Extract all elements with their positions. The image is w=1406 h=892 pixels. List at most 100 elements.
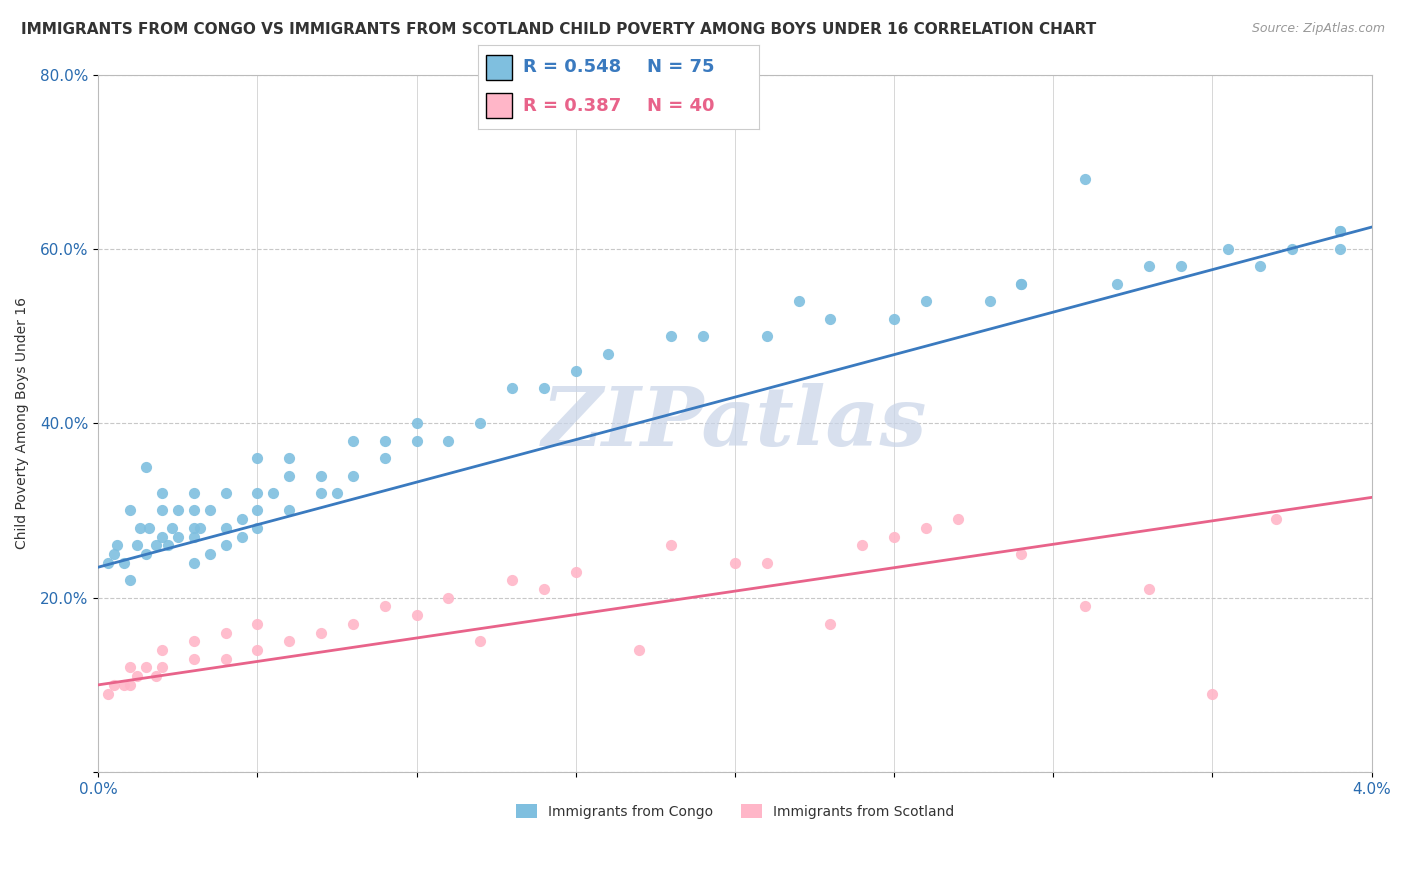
- Point: [1329, 242, 1351, 256]
- Point: [1011, 277, 1033, 291]
- Point: [405, 434, 427, 448]
- Point: [103, 547, 125, 561]
- Point: [246, 503, 269, 517]
- Point: [1137, 260, 1160, 274]
- Point: [150, 660, 173, 674]
- Point: [1137, 582, 1160, 596]
- Point: [820, 311, 842, 326]
- Point: [342, 468, 364, 483]
- Point: [135, 660, 157, 674]
- Point: [120, 503, 142, 517]
- Point: [135, 547, 157, 561]
- Point: [150, 503, 173, 517]
- Point: [138, 521, 160, 535]
- Point: [214, 521, 236, 535]
- Point: [1170, 260, 1192, 274]
- Point: [183, 556, 205, 570]
- Point: [112, 556, 135, 570]
- Point: [883, 530, 905, 544]
- Point: [198, 547, 221, 561]
- Point: [309, 625, 332, 640]
- Point: [628, 643, 651, 657]
- Point: [150, 530, 173, 544]
- Point: [374, 451, 396, 466]
- Point: [787, 294, 810, 309]
- Point: [405, 608, 427, 623]
- Point: [342, 616, 364, 631]
- Point: [1329, 224, 1351, 238]
- Point: [231, 512, 253, 526]
- Point: [326, 486, 349, 500]
- Point: [150, 486, 173, 500]
- Point: [135, 459, 157, 474]
- Point: [883, 311, 905, 326]
- Point: [246, 521, 269, 535]
- Point: [659, 538, 682, 552]
- Point: [1011, 547, 1033, 561]
- Point: [183, 521, 205, 535]
- Point: [405, 417, 427, 431]
- Point: [692, 329, 714, 343]
- Point: [246, 643, 269, 657]
- Text: R = 0.387: R = 0.387: [523, 96, 621, 114]
- Point: [183, 486, 205, 500]
- Point: [470, 417, 492, 431]
- Point: [120, 678, 142, 692]
- Point: [755, 556, 778, 570]
- Point: [145, 669, 167, 683]
- Point: [97, 687, 120, 701]
- Point: [183, 503, 205, 517]
- Point: [533, 381, 555, 395]
- Point: [157, 538, 180, 552]
- Point: [246, 486, 269, 500]
- Point: [125, 538, 148, 552]
- Point: [278, 503, 301, 517]
- Point: [659, 329, 682, 343]
- Point: [565, 364, 588, 378]
- Point: [231, 530, 253, 544]
- Point: [1011, 277, 1033, 291]
- Text: R = 0.548: R = 0.548: [523, 59, 621, 77]
- Point: [214, 486, 236, 500]
- Point: [150, 643, 173, 657]
- Point: [160, 521, 183, 535]
- Point: [437, 591, 460, 605]
- Point: [183, 634, 205, 648]
- FancyBboxPatch shape: [486, 93, 512, 119]
- Point: [946, 512, 969, 526]
- Point: [214, 538, 236, 552]
- Point: [103, 678, 125, 692]
- Point: [1265, 512, 1288, 526]
- Point: [309, 486, 332, 500]
- Point: [374, 599, 396, 614]
- Point: [278, 468, 301, 483]
- Point: [183, 530, 205, 544]
- Point: [198, 503, 221, 517]
- Y-axis label: Child Poverty Among Boys Under 16: Child Poverty Among Boys Under 16: [15, 297, 30, 549]
- Text: N = 40: N = 40: [647, 96, 714, 114]
- Point: [501, 381, 523, 395]
- Text: N = 75: N = 75: [647, 59, 714, 77]
- Point: [596, 346, 619, 360]
- Text: IMMIGRANTS FROM CONGO VS IMMIGRANTS FROM SCOTLAND CHILD POVERTY AMONG BOYS UNDER: IMMIGRANTS FROM CONGO VS IMMIGRANTS FROM…: [21, 22, 1097, 37]
- Point: [262, 486, 284, 500]
- Point: [851, 538, 873, 552]
- Point: [915, 521, 938, 535]
- Point: [437, 434, 460, 448]
- Point: [125, 669, 148, 683]
- Point: [167, 503, 190, 517]
- Point: [1201, 687, 1223, 701]
- Text: Source: ZipAtlas.com: Source: ZipAtlas.com: [1251, 22, 1385, 36]
- Point: [755, 329, 778, 343]
- Point: [145, 538, 167, 552]
- Point: [1105, 277, 1128, 291]
- Point: [979, 294, 1001, 309]
- Point: [533, 582, 555, 596]
- Point: [128, 521, 150, 535]
- Text: ZIPatlas: ZIPatlas: [543, 384, 928, 463]
- Point: [278, 451, 301, 466]
- Point: [915, 294, 938, 309]
- Point: [470, 634, 492, 648]
- Point: [1218, 242, 1240, 256]
- Point: [188, 521, 211, 535]
